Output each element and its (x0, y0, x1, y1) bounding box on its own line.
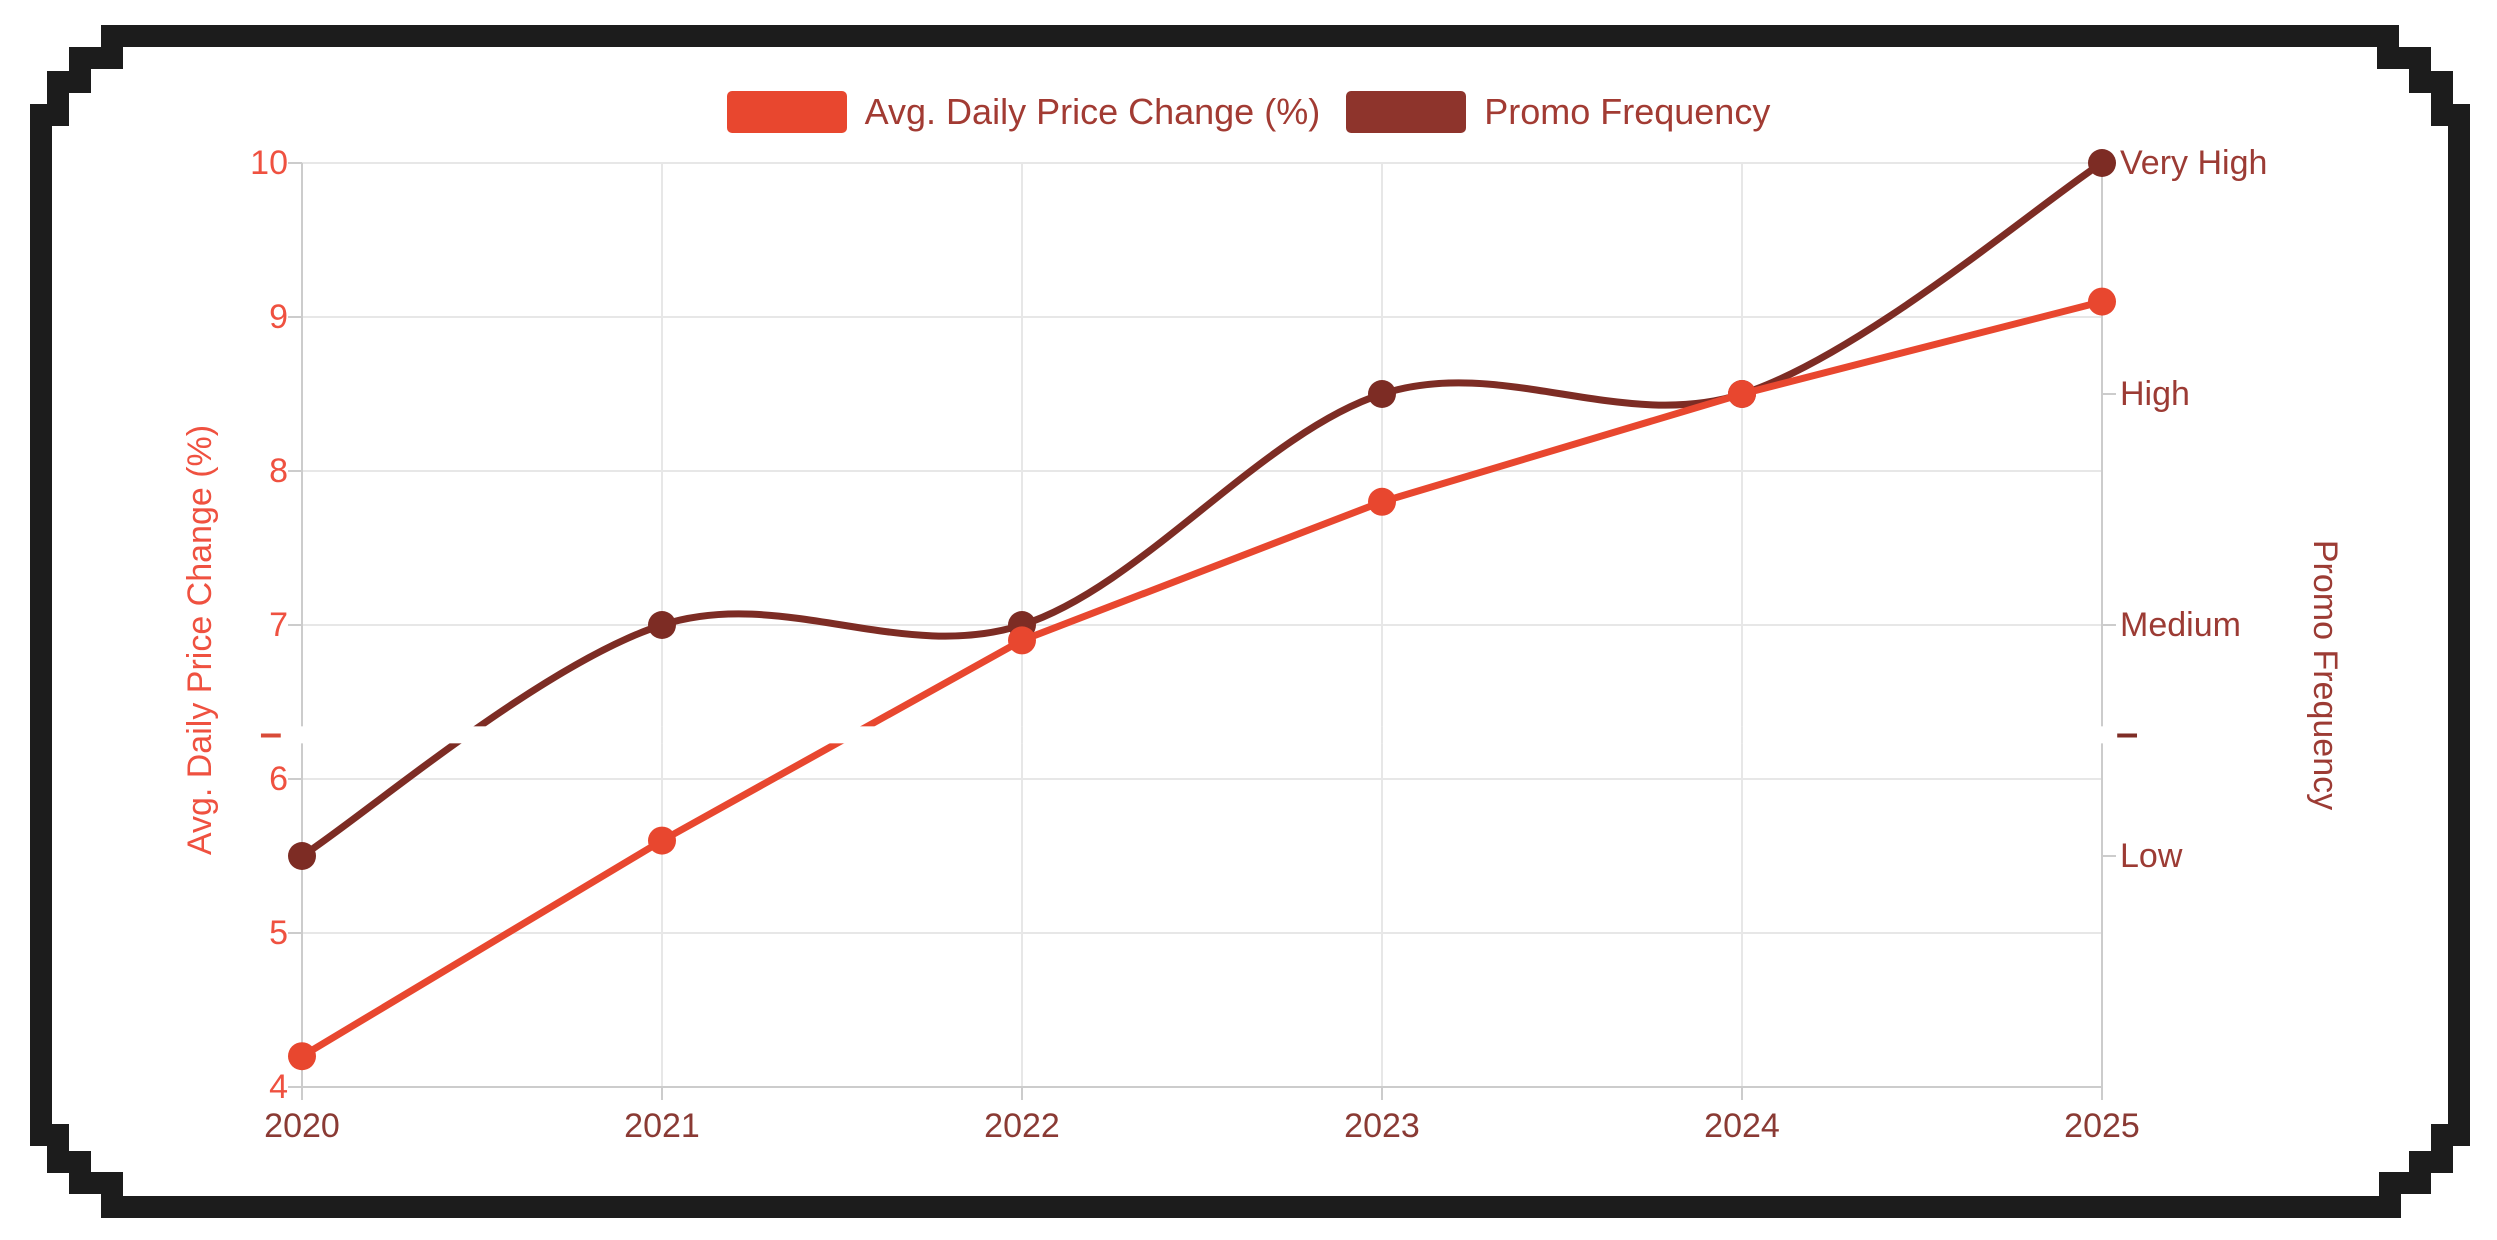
legend-item-promo-frequency[interactable]: Promo Frequency (1346, 90, 1770, 134)
x-tick-2020: 2020 (264, 1107, 340, 1145)
left-tick-10: 10 (250, 144, 288, 182)
right-tick-low: Low (2120, 837, 2183, 875)
legend-swatch-price-change (726, 91, 847, 133)
left-tick-8: 8 (269, 452, 288, 490)
legend-label-price-change: Avg. Daily Price Change (%) (864, 91, 1321, 132)
right-tick-high: High (2120, 375, 2190, 413)
x-tick-2024: 2024 (1704, 1107, 1780, 1145)
x-tick-2023: 2023 (1344, 1107, 1420, 1145)
right-tick-very-high: Very High (2120, 144, 2268, 182)
x-tick-2025: 2025 (2064, 1107, 2140, 1145)
left-redaction-dash: – (259, 711, 282, 755)
legend: Avg. Daily Price Change (%) Promo Freque… (0, 90, 2497, 134)
legend-swatch-promo-frequency (1346, 91, 1467, 133)
plot-area (232, 149, 2290, 1100)
legend-label-promo-frequency: Promo Frequency (1484, 91, 1771, 132)
right-redaction-dash: – (2116, 711, 2139, 755)
left-tick-4: 4 (269, 1068, 288, 1106)
left-tick-6: 6 (269, 760, 288, 798)
left-tick-7: 7 (269, 606, 288, 644)
x-tick-2021: 2021 (624, 1107, 700, 1145)
right-tick-medium: Medium (2120, 606, 2241, 644)
right-axis-title: Promo Frequency (2306, 539, 2344, 811)
pixel-border (30, 25, 2470, 1218)
legend-item-price-change[interactable]: Avg. Daily Price Change (%) (726, 90, 1321, 134)
left-tick-9: 9 (269, 298, 288, 336)
left-tick-5: 5 (269, 914, 288, 952)
x-tick-2022: 2022 (984, 1107, 1060, 1145)
